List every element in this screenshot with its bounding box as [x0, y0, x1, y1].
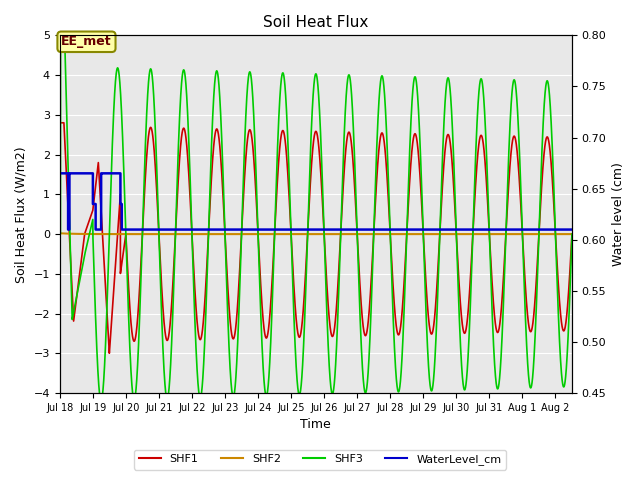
- SHF1: [106, 350, 113, 356]
- Y-axis label: Soil Heat Flux (W/m2): Soil Heat Flux (W/m2): [15, 146, 28, 283]
- WaterLevel_cm: [241, 227, 249, 232]
- SHF3: [381, 104, 389, 110]
- WaterLevel_cm: [568, 227, 576, 232]
- SHF2: [122, 231, 130, 237]
- WaterLevel_cm: [463, 227, 471, 232]
- SHF1: [359, 321, 367, 327]
- SHF1: [241, 163, 249, 168]
- SHF1: [82, 228, 90, 234]
- SHF2: [359, 231, 367, 237]
- X-axis label: Time: Time: [301, 419, 332, 432]
- SHF2: [241, 231, 249, 237]
- SHF1: [56, 120, 63, 126]
- SHF3: [82, 248, 90, 253]
- Line: SHF1: SHF1: [60, 123, 572, 353]
- Legend: SHF1, SHF2, SHF3, WaterLevel_cm: SHF1, SHF2, SHF3, WaterLevel_cm: [134, 450, 506, 469]
- WaterLevel_cm: [64, 227, 72, 232]
- SHF1: [568, 231, 576, 237]
- Y-axis label: Water level (cm): Water level (cm): [612, 162, 625, 266]
- SHF1: [463, 321, 471, 326]
- Line: SHF3: SHF3: [60, 36, 572, 401]
- SHF3: [57, 33, 65, 38]
- SHF3: [359, 373, 367, 379]
- WaterLevel_cm: [381, 227, 389, 232]
- SHF3: [436, 237, 444, 242]
- SHF3: [568, 231, 576, 237]
- Text: EE_met: EE_met: [61, 35, 112, 48]
- Title: Soil Heat Flux: Soil Heat Flux: [263, 15, 369, 30]
- WaterLevel_cm: [359, 227, 367, 232]
- Line: WaterLevel_cm: WaterLevel_cm: [60, 173, 572, 229]
- SHF3: [56, 231, 63, 237]
- Line: SHF2: SHF2: [60, 233, 572, 234]
- SHF2: [381, 231, 389, 237]
- WaterLevel_cm: [82, 170, 90, 176]
- SHF1: [381, 149, 389, 155]
- SHF2: [568, 231, 576, 237]
- SHF1: [436, 236, 444, 241]
- SHF2: [463, 231, 471, 237]
- SHF3: [463, 371, 471, 377]
- WaterLevel_cm: [56, 170, 63, 176]
- SHF2: [436, 231, 444, 237]
- SHF2: [82, 231, 90, 237]
- WaterLevel_cm: [436, 227, 444, 232]
- SHF2: [56, 230, 63, 236]
- SHF3: [241, 123, 249, 129]
- SHF3: [97, 398, 105, 404]
